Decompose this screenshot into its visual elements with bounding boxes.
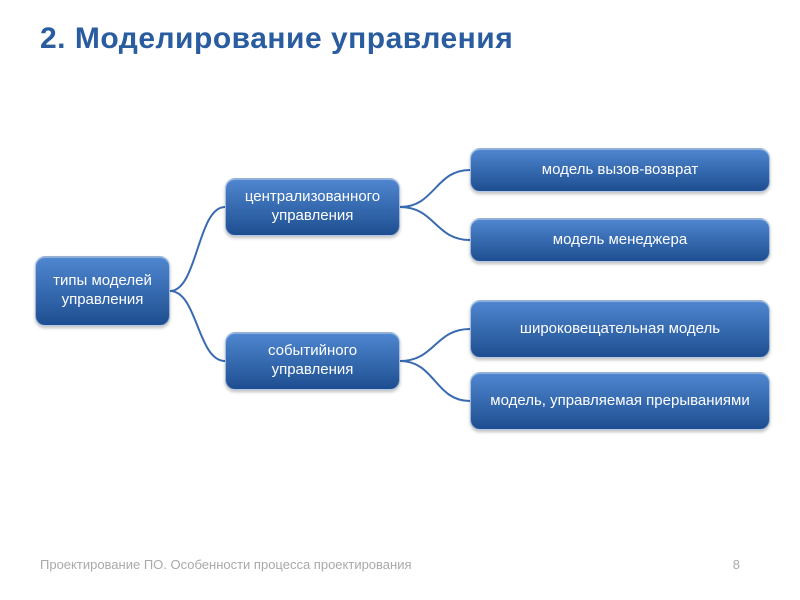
tree-node-intr: модель, управляемая прерываниями (470, 372, 770, 430)
tree-node-label: модель менеджера (553, 231, 687, 250)
slide: 2. Моделирование управления Проектирован… (0, 0, 800, 600)
tree-node-label: типы моделей управления (44, 272, 161, 310)
tree-node-event: событийного управления (225, 332, 400, 390)
tree-node-bcast: широковещательная модель (470, 300, 770, 358)
tree-node-root: типы моделей управления (35, 256, 170, 326)
footer-text: Проектирование ПО. Особенности процесса … (40, 557, 412, 572)
page-number: 8 (733, 557, 740, 572)
connector-root-event (170, 291, 225, 361)
connector-event-intr (400, 361, 470, 401)
connector-central-call (400, 170, 470, 207)
slide-title: 2. Моделирование управления (40, 22, 513, 56)
tree-node-label: модель вызов-возврат (542, 161, 698, 180)
tree-node-central: централизованного управления (225, 178, 400, 236)
tree-node-call: модель вызов-возврат (470, 148, 770, 192)
connector-event-bcast (400, 329, 470, 361)
tree-node-label: модель, управляемая прерываниями (490, 392, 749, 411)
tree-node-mgr: модель менеджера (470, 218, 770, 262)
tree-node-label: событийного управления (234, 342, 391, 380)
tree-node-label: широковещательная модель (520, 320, 720, 339)
connector-root-central (170, 207, 225, 291)
tree-node-label: централизованного управления (234, 188, 391, 226)
connector-central-mgr (400, 207, 470, 240)
